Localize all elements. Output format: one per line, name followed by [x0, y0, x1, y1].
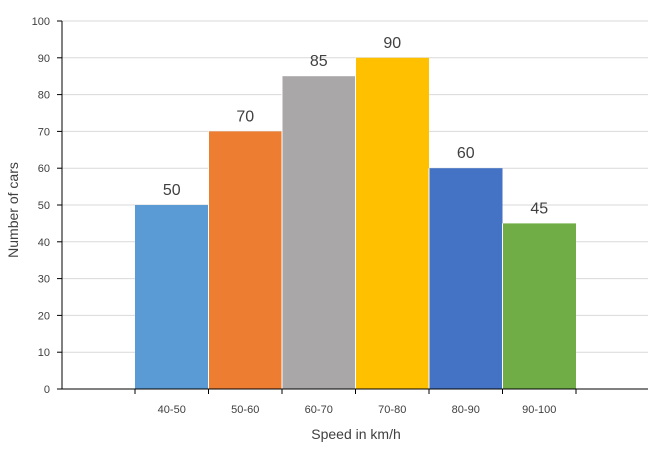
bar-80-90 [429, 168, 503, 389]
y-tick-label: 90 [38, 53, 50, 65]
bar-90-100 [502, 223, 576, 389]
y-tick-label: 0 [44, 384, 50, 396]
bars [135, 57, 576, 390]
y-tick-label: 100 [32, 16, 50, 28]
x-tick-label: 90-100 [522, 404, 556, 416]
y-tick-label: 70 [38, 126, 50, 138]
y-tick-label: 20 [38, 310, 50, 322]
labels: 0 10 20 30 40 50 60 70 80 90 100 50 40-50 70 50-60 85 60… [32, 16, 557, 416]
data-label: 85 [310, 53, 328, 70]
bar-60-70 [282, 76, 356, 389]
data-label: 50 [163, 182, 181, 199]
y-axis-title: Number of cars [5, 162, 21, 258]
x-axis-title: Speed in km/h [311, 426, 401, 442]
data-label: 45 [530, 200, 548, 217]
y-tick-label: 80 [38, 90, 50, 102]
x-tick-label: 50-60 [231, 404, 259, 416]
y-tick-label: 10 [38, 347, 50, 359]
data-label: 60 [457, 145, 475, 162]
x-tick-label: 70-80 [378, 404, 406, 416]
bar-40-50 [135, 205, 209, 389]
axes [57, 20, 648, 394]
bar-50-60 [208, 131, 282, 389]
x-tick-label: 40-50 [158, 404, 186, 416]
x-tick-label: 60-70 [305, 404, 333, 416]
y-tick-label: 50 [38, 200, 50, 212]
x-tick-label: 80-90 [452, 404, 480, 416]
data-label: 70 [236, 108, 254, 125]
data-label: 90 [383, 35, 401, 52]
y-tick-label: 60 [38, 163, 50, 175]
bar-70-80 [355, 57, 429, 390]
y-tick-label: 40 [38, 237, 50, 249]
y-tick-label: 30 [38, 274, 50, 286]
